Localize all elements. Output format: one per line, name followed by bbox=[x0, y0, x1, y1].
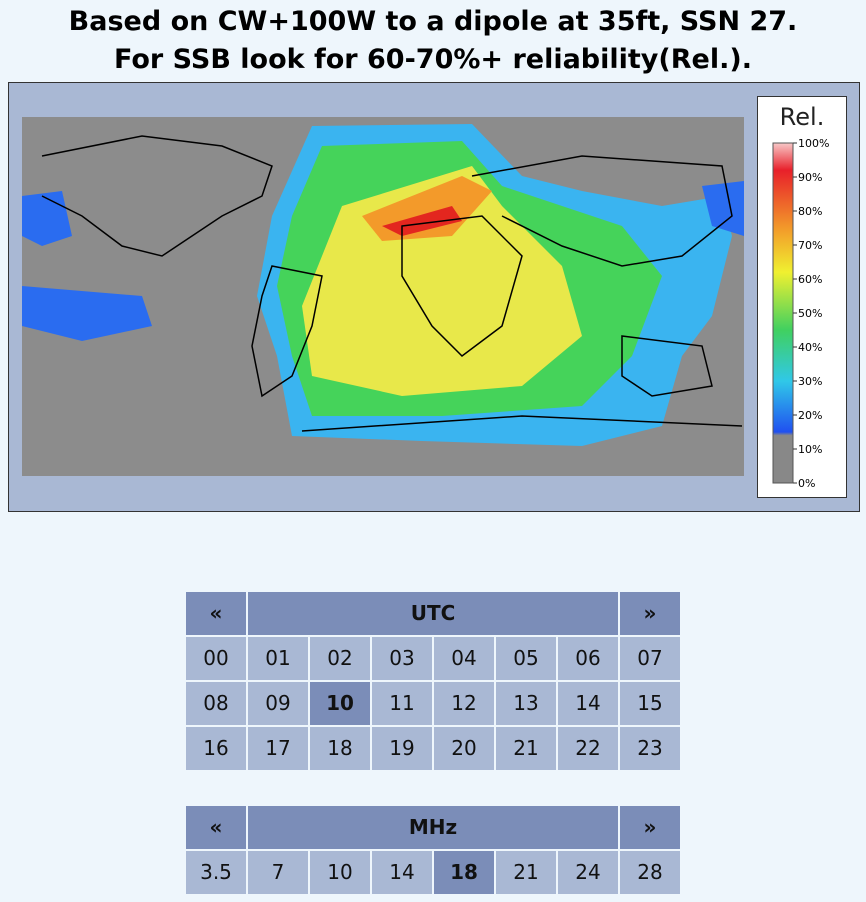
legend-label: 10% bbox=[798, 443, 822, 456]
option-cell[interactable]: 22 bbox=[558, 727, 618, 770]
map bbox=[22, 96, 744, 498]
legend-label: 80% bbox=[798, 205, 822, 218]
legend-label: 90% bbox=[798, 171, 822, 184]
legend-label: 30% bbox=[798, 375, 822, 388]
option-cell[interactable]: 05 bbox=[496, 637, 556, 680]
option-cell[interactable]: 14 bbox=[372, 851, 432, 894]
option-cell[interactable]: 24 bbox=[558, 851, 618, 894]
option-cell[interactable]: 7 bbox=[248, 851, 308, 894]
legend-label: 100% bbox=[798, 137, 829, 150]
option-cell[interactable]: 01 bbox=[248, 637, 308, 680]
option-cell[interactable]: 13 bbox=[496, 682, 556, 725]
option-cell[interactable]: 02 bbox=[310, 637, 370, 680]
option-cell[interactable]: 04 bbox=[434, 637, 494, 680]
option-cell[interactable]: 06 bbox=[558, 637, 618, 680]
table-header: UTC bbox=[248, 592, 618, 635]
legend-label: 70% bbox=[798, 239, 822, 252]
option-cell[interactable]: 03 bbox=[372, 637, 432, 680]
option-cell[interactable]: 11 bbox=[372, 682, 432, 725]
option-cell[interactable]: 00 bbox=[186, 637, 246, 680]
option-cell[interactable]: 20 bbox=[434, 727, 494, 770]
prev-button[interactable]: « bbox=[186, 592, 246, 635]
table-header: MHz bbox=[248, 806, 618, 849]
option-cell[interactable]: 15 bbox=[620, 682, 680, 725]
option-cell[interactable]: 07 bbox=[620, 637, 680, 680]
option-cell[interactable]: 12 bbox=[434, 682, 494, 725]
legend-label: 60% bbox=[798, 273, 822, 286]
legend-label: 50% bbox=[798, 307, 822, 320]
legend-scale: Rel. 100% 90% 80% 70% 60% 50% 40% 30% 20% 10% 0% bbox=[772, 103, 829, 490]
option-cell[interactable]: 28 bbox=[620, 851, 680, 894]
title-line: Based on CW+100W to a dipole at 35ft, SS… bbox=[68, 6, 798, 37]
option-cell[interactable]: 21 bbox=[496, 851, 556, 894]
legend-title: Rel. bbox=[780, 103, 825, 131]
legend-label: 40% bbox=[798, 341, 822, 354]
option-cell[interactable]: 16 bbox=[186, 727, 246, 770]
option-cell[interactable]: 18 bbox=[310, 727, 370, 770]
legend-label: 0% bbox=[798, 477, 815, 490]
option-cell[interactable]: 19 bbox=[372, 727, 432, 770]
option-cell[interactable]: 17 bbox=[248, 727, 308, 770]
legend-label: 20% bbox=[798, 409, 822, 422]
prev-button[interactable]: « bbox=[186, 806, 246, 849]
title-line: For SSB look for 60-70%+ reliability(Rel… bbox=[114, 44, 752, 75]
map-frame bbox=[8, 82, 860, 512]
option-cell[interactable]: 09 bbox=[248, 682, 308, 725]
option-cell[interactable]: 08 bbox=[186, 682, 246, 725]
option-cell[interactable]: 23 bbox=[620, 727, 680, 770]
option-cell[interactable]: 18 bbox=[434, 851, 494, 894]
next-button[interactable]: » bbox=[620, 806, 680, 849]
option-cell[interactable]: 14 bbox=[558, 682, 618, 725]
next-button[interactable]: » bbox=[620, 592, 680, 635]
option-cell[interactable]: 10 bbox=[310, 851, 370, 894]
option-cell[interactable]: 21 bbox=[496, 727, 556, 770]
legend: Rel. 100% 90% 80% 70% 60% 50% 40% 30% 20% 10% 0% bbox=[757, 96, 847, 498]
option-cell[interactable]: 3.5 bbox=[186, 851, 246, 894]
option-cell[interactable]: 10 bbox=[310, 682, 370, 725]
